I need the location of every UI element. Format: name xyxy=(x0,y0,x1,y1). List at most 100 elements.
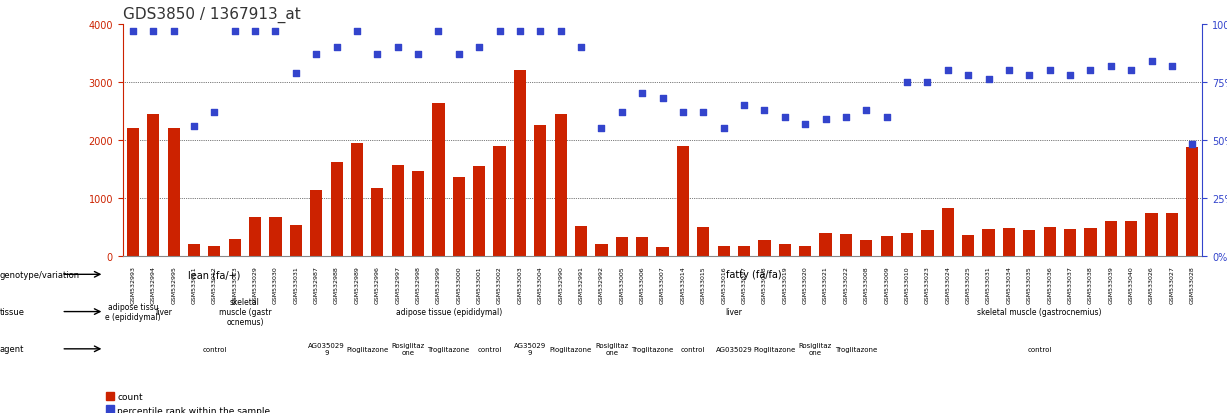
Point xyxy=(164,28,184,35)
Point xyxy=(286,70,306,77)
Text: liver: liver xyxy=(725,307,742,316)
Point xyxy=(572,45,591,51)
Point xyxy=(266,28,286,35)
Text: fatty (fa/fa): fatty (fa/fa) xyxy=(726,270,782,280)
Text: skeletal
muscle (gastr
ocnemus): skeletal muscle (gastr ocnemus) xyxy=(218,297,271,327)
Point xyxy=(470,45,490,51)
Point xyxy=(1081,68,1101,74)
Bar xyxy=(962,236,974,256)
Bar xyxy=(188,244,200,256)
Legend: count, percentile rank within the sample: count, percentile rank within the sample xyxy=(103,389,274,413)
Point xyxy=(591,126,611,132)
Text: Troglitazone: Troglitazone xyxy=(836,346,877,352)
Point xyxy=(612,109,632,116)
Text: liver: liver xyxy=(155,307,172,316)
Point xyxy=(551,28,571,35)
Text: Pioglitazone: Pioglitazone xyxy=(346,346,388,352)
Point xyxy=(205,109,225,116)
Bar xyxy=(1166,214,1178,256)
Bar xyxy=(514,71,526,256)
Bar xyxy=(453,178,465,256)
Bar xyxy=(595,244,607,256)
Point xyxy=(1039,68,1059,74)
Bar xyxy=(1085,228,1097,256)
Point xyxy=(326,45,346,51)
Bar xyxy=(209,246,221,256)
Bar xyxy=(983,230,995,256)
Text: genotype/variation: genotype/variation xyxy=(0,270,80,279)
Point xyxy=(184,123,204,130)
Bar xyxy=(228,239,240,256)
Bar xyxy=(372,189,384,256)
Text: GDS3850 / 1367913_at: GDS3850 / 1367913_at xyxy=(123,7,301,24)
Point xyxy=(144,28,163,35)
Bar xyxy=(1043,227,1055,256)
Bar xyxy=(656,247,669,256)
Text: skeletal muscle (gastrocnemius): skeletal muscle (gastrocnemius) xyxy=(977,307,1102,316)
Bar xyxy=(1125,221,1137,256)
Bar xyxy=(799,246,811,256)
Bar xyxy=(820,233,832,256)
Bar xyxy=(1002,228,1015,256)
Text: AG035029: AG035029 xyxy=(715,346,752,352)
Point xyxy=(245,28,265,35)
Text: AG035029
9: AG035029 9 xyxy=(308,342,345,356)
Point xyxy=(1020,72,1039,79)
Text: control: control xyxy=(202,346,227,352)
Text: Pioglitazone: Pioglitazone xyxy=(753,346,796,352)
Text: Pioglitazone: Pioglitazone xyxy=(550,346,591,352)
Point xyxy=(653,95,672,102)
Bar xyxy=(941,209,953,256)
Point xyxy=(1162,63,1182,70)
Point xyxy=(530,28,550,35)
Text: agent: agent xyxy=(0,344,25,354)
Bar xyxy=(901,233,913,256)
Point xyxy=(877,114,897,121)
Bar xyxy=(493,146,506,256)
Point xyxy=(795,121,815,128)
Point xyxy=(490,28,509,35)
Bar xyxy=(391,165,404,256)
Bar xyxy=(921,230,934,256)
Point xyxy=(347,28,367,35)
Bar xyxy=(860,240,872,256)
Bar xyxy=(555,114,567,256)
Bar xyxy=(1187,148,1199,256)
Text: control: control xyxy=(1027,346,1052,352)
Point xyxy=(714,126,734,132)
Bar xyxy=(270,218,282,256)
Point xyxy=(409,52,428,58)
Point xyxy=(958,72,978,79)
Point xyxy=(918,79,937,86)
Text: Rosiglitaz
one: Rosiglitaz one xyxy=(595,342,628,356)
Bar xyxy=(168,129,179,256)
Bar xyxy=(636,237,648,256)
Bar xyxy=(330,162,342,256)
Point xyxy=(510,28,530,35)
Point xyxy=(775,114,795,121)
Point xyxy=(734,102,753,109)
Bar xyxy=(1064,230,1076,256)
Bar xyxy=(126,129,139,256)
Text: Rosiglitaz
one: Rosiglitaz one xyxy=(391,342,425,356)
Bar xyxy=(351,143,363,256)
Bar xyxy=(758,240,771,256)
Point xyxy=(1141,59,1161,65)
Point xyxy=(897,79,917,86)
Bar xyxy=(697,227,709,256)
Bar xyxy=(616,237,628,256)
Point xyxy=(123,28,142,35)
Point xyxy=(449,52,469,58)
Bar xyxy=(534,126,546,256)
Point xyxy=(632,91,652,97)
Point xyxy=(1183,142,1202,148)
Point xyxy=(937,68,957,74)
Text: tissue: tissue xyxy=(0,307,25,316)
Point xyxy=(307,52,326,58)
Point xyxy=(368,52,388,58)
Point xyxy=(836,114,855,121)
Text: adipose tissu
e (epididymal): adipose tissu e (epididymal) xyxy=(106,302,161,321)
Bar xyxy=(677,146,690,256)
Text: adipose tissue (epididymal): adipose tissue (epididymal) xyxy=(395,307,502,316)
Point xyxy=(428,28,448,35)
